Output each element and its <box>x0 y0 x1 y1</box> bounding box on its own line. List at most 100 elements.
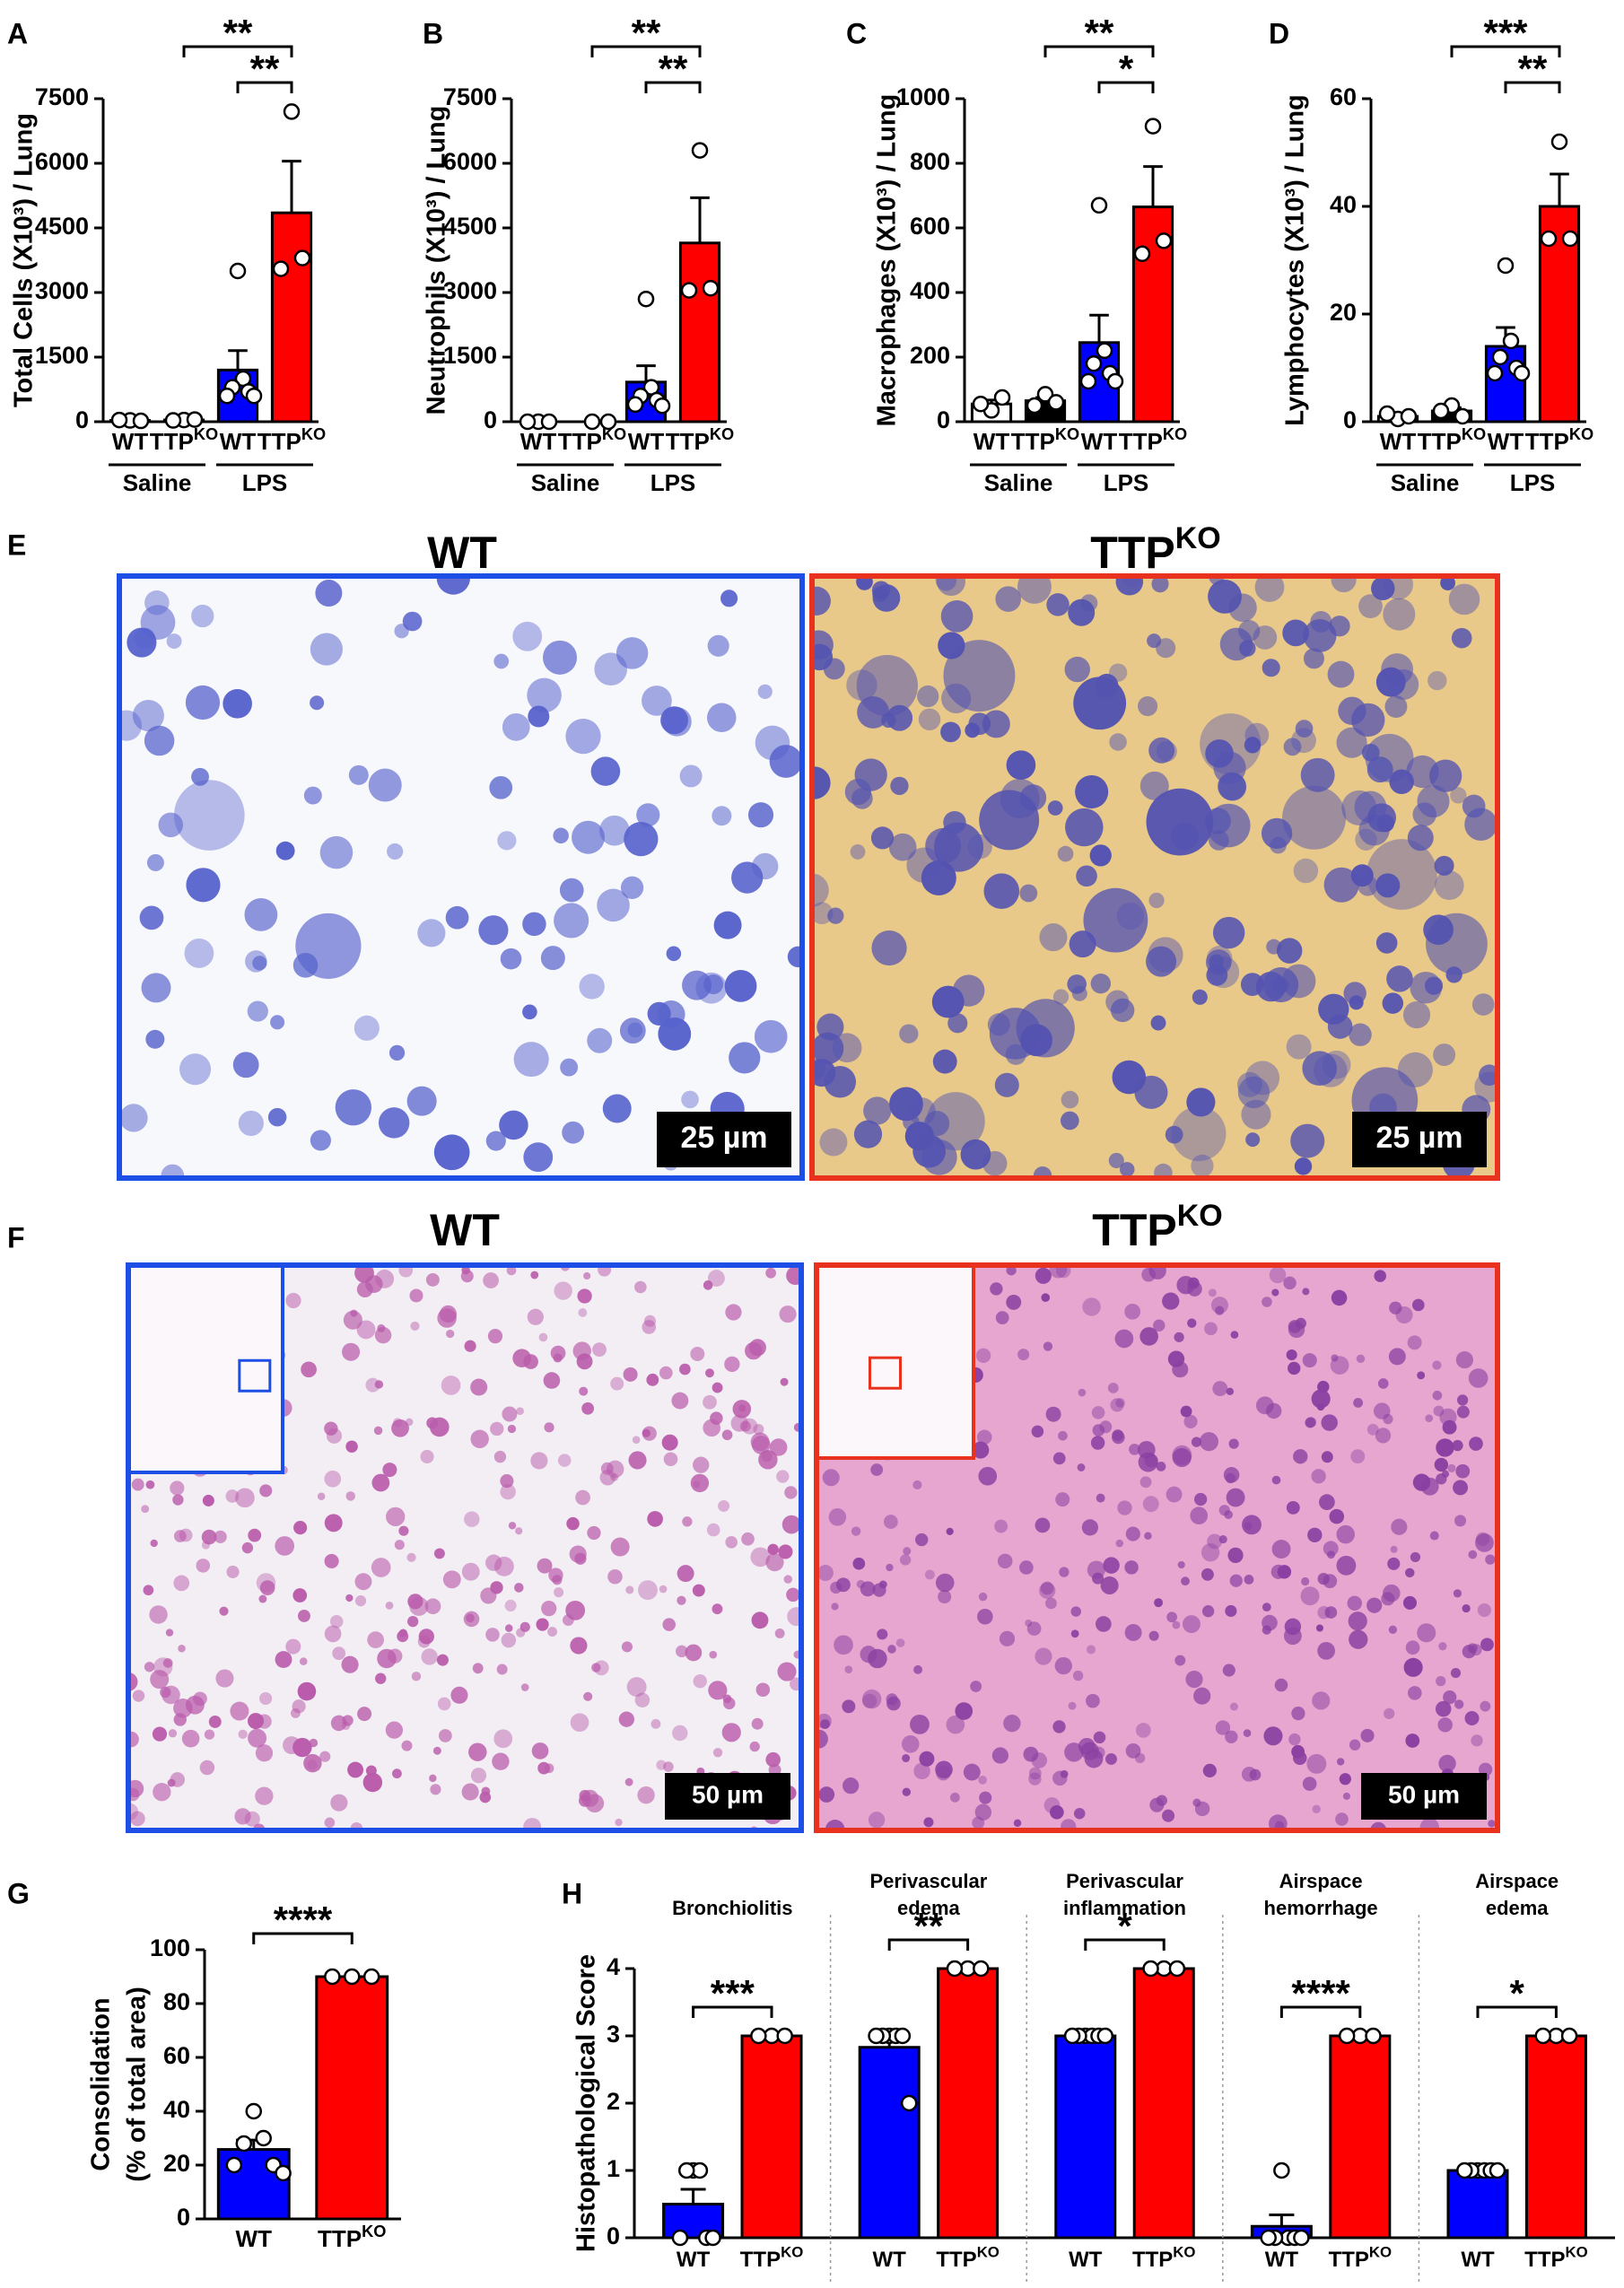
cell <box>267 1107 287 1127</box>
bar <box>740 2034 803 2240</box>
cell <box>184 939 214 968</box>
cell <box>1450 1668 1462 1679</box>
cell <box>461 1562 480 1581</box>
cell <box>145 1029 165 1049</box>
cell <box>1105 990 1130 1014</box>
cell <box>1090 1436 1105 1450</box>
cell <box>606 1460 624 1479</box>
cell <box>1060 1111 1079 1131</box>
cell <box>1317 1380 1330 1393</box>
cell <box>787 946 802 968</box>
cell <box>1253 625 1278 650</box>
cell <box>725 1304 742 1321</box>
cell <box>1276 938 1303 964</box>
cell <box>496 1664 508 1675</box>
data-point <box>1540 230 1558 248</box>
significance-label: **** <box>1291 1972 1350 2014</box>
cell <box>504 1599 517 1612</box>
cell <box>1154 1163 1173 1178</box>
cell <box>1417 1623 1436 1643</box>
cell <box>995 586 1021 612</box>
cell <box>862 1693 877 1708</box>
cell <box>1165 1125 1183 1144</box>
group-title: Airspace <box>1279 1870 1363 1892</box>
category-text: WT <box>1081 428 1118 455</box>
cell <box>619 1017 646 1044</box>
cell <box>1161 1809 1175 1822</box>
cell <box>921 860 956 895</box>
cell <box>127 627 157 658</box>
significance-label: ** <box>250 48 280 90</box>
cell <box>1270 1564 1286 1579</box>
cell <box>468 1742 487 1761</box>
cell <box>934 822 983 872</box>
cell <box>1138 695 1158 717</box>
cell <box>1061 1819 1077 1830</box>
cell <box>828 1508 847 1526</box>
cell <box>341 1655 359 1673</box>
cell <box>1202 1763 1217 1777</box>
cell <box>995 1311 1009 1325</box>
cell <box>1072 1670 1084 1681</box>
category-text: TTP <box>150 428 194 455</box>
cell <box>778 1544 793 1559</box>
cell <box>297 1681 317 1701</box>
cell <box>1288 1733 1301 1746</box>
cell <box>1110 998 1135 1023</box>
cell <box>812 1032 844 1065</box>
cell <box>1353 1397 1364 1408</box>
significance-label: ** <box>632 12 661 54</box>
category-superscript: KO <box>602 425 626 443</box>
cell <box>1142 1496 1159 1513</box>
cell <box>1441 1470 1450 1478</box>
cell <box>437 1308 457 1328</box>
cell <box>1269 1814 1288 1830</box>
cell <box>1375 932 1398 954</box>
cell <box>544 1422 554 1433</box>
cell <box>824 1066 857 1098</box>
cell <box>374 1326 392 1344</box>
cell <box>356 1320 376 1340</box>
x-tick-label: TTPKO <box>1132 2244 1196 2272</box>
cell <box>1096 1493 1105 1503</box>
y-tick-label: 2 <box>607 2088 620 2115</box>
cell <box>421 1648 438 1665</box>
cell <box>332 1646 346 1661</box>
cell <box>1148 892 1165 909</box>
cell <box>1301 1576 1310 1586</box>
cell <box>1023 1746 1039 1762</box>
panel-letter: D <box>1269 17 1289 49</box>
cell <box>625 1585 634 1594</box>
data-point <box>583 413 601 431</box>
cell <box>375 1269 395 1288</box>
cell <box>315 580 343 607</box>
cell <box>1006 1294 1022 1310</box>
cell <box>1154 1598 1164 1608</box>
cell <box>919 1751 935 1767</box>
cell <box>1065 808 1104 847</box>
cell <box>1262 1297 1272 1307</box>
cell <box>425 1272 440 1287</box>
cell <box>430 1784 441 1795</box>
data-point <box>1085 354 1103 372</box>
micrograph-frame <box>117 573 805 1181</box>
category-text: WT <box>520 428 557 455</box>
data-point <box>750 2027 767 2045</box>
bar <box>678 241 721 424</box>
cell <box>520 1683 529 1691</box>
cell <box>1105 1753 1117 1765</box>
cell <box>712 806 732 826</box>
cell <box>598 1265 612 1277</box>
cell <box>1366 839 1437 910</box>
cell <box>786 1266 801 1286</box>
cell <box>781 1515 801 1534</box>
cell <box>1366 756 1393 783</box>
cell <box>1310 610 1332 633</box>
category-text: TTP <box>1418 428 1462 455</box>
cell <box>426 1417 439 1429</box>
cell <box>230 1701 249 1721</box>
cell <box>910 1714 930 1734</box>
x-tick-label: TTPKO <box>258 425 326 455</box>
cell <box>146 853 164 871</box>
cell <box>707 703 737 733</box>
